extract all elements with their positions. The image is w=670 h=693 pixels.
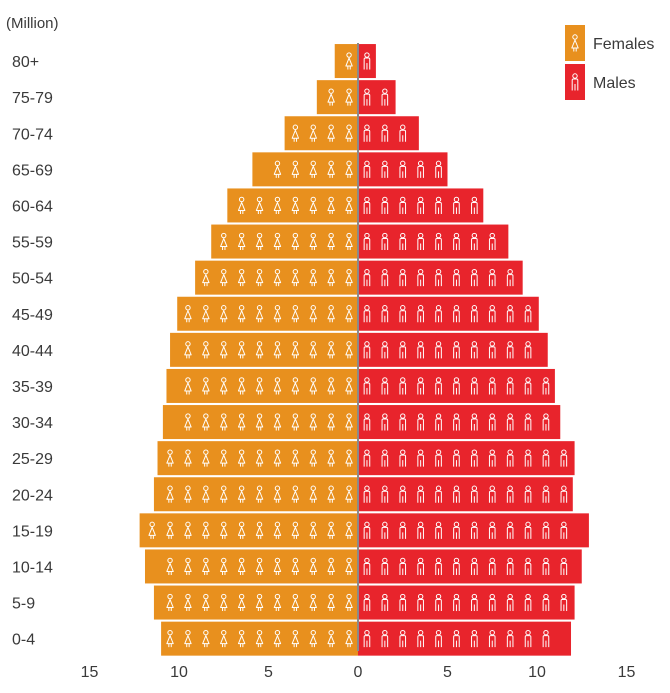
males-bar xyxy=(358,80,396,115)
males-bar xyxy=(358,585,575,620)
age-group-label: 0-4 xyxy=(12,632,35,649)
males-bar xyxy=(358,332,548,367)
x-axis-tick-label: 15 xyxy=(618,664,636,681)
males-bar xyxy=(358,621,572,656)
females-bar xyxy=(161,621,358,656)
females-bar xyxy=(153,477,358,512)
females-bar xyxy=(227,188,358,223)
males-bar xyxy=(358,477,573,512)
legend-item-females: Females xyxy=(565,25,654,61)
age-group-label: 40-44 xyxy=(12,343,53,360)
age-group-label: 70-74 xyxy=(12,126,53,143)
females-bar xyxy=(166,368,358,403)
females-bar xyxy=(144,549,358,584)
males-bar xyxy=(358,224,509,259)
males-bar xyxy=(358,549,582,584)
females-bar xyxy=(316,80,358,115)
males-bar xyxy=(358,152,448,187)
age-group-label: 35-39 xyxy=(12,379,53,396)
males-bar xyxy=(358,44,376,79)
x-axis-tick-label: 10 xyxy=(528,664,546,681)
age-group-label: 50-54 xyxy=(12,271,53,288)
females-bar xyxy=(284,116,358,151)
females-bar xyxy=(211,224,358,259)
y-axis-category-labels: 80+ 75-79 70-74 65-69 60-64 55-59 50-54 45-49 40… xyxy=(12,54,53,649)
x-axis-tick-label: 5 xyxy=(264,664,273,681)
age-group-label: 65-69 xyxy=(12,162,53,179)
y-axis-unit-label: (Million) xyxy=(6,15,59,32)
males-bar xyxy=(358,296,539,331)
legend-swatch-females xyxy=(565,25,585,61)
age-group-label: 20-24 xyxy=(12,487,53,504)
legend-label-females: Females xyxy=(593,36,654,53)
males-bar xyxy=(358,116,419,151)
age-group-label: 75-79 xyxy=(12,90,53,107)
x-axis-tick-label: 10 xyxy=(170,664,188,681)
age-group-label: 60-64 xyxy=(12,198,53,215)
males-bar xyxy=(358,513,589,548)
males-bar xyxy=(358,260,523,295)
females-bar xyxy=(170,332,358,367)
x-axis-tick-label: 15 xyxy=(81,664,99,681)
males-bar xyxy=(358,368,555,403)
legend-label-males: Males xyxy=(593,75,636,92)
age-group-label: 80+ xyxy=(12,54,39,71)
females-bar xyxy=(153,585,358,620)
females-bar xyxy=(252,152,358,187)
age-group-label: 5-9 xyxy=(12,596,35,613)
females-bar xyxy=(334,44,358,79)
females-bar xyxy=(157,441,358,476)
age-group-label: 55-59 xyxy=(12,235,53,252)
age-group-label: 45-49 xyxy=(12,307,53,324)
females-bars xyxy=(139,44,358,656)
males-bar xyxy=(358,441,575,476)
x-axis-tick-label: 5 xyxy=(443,664,452,681)
x-axis-tick-labels: 15 10 5 0 5 10 15 xyxy=(81,664,636,681)
age-group-label: 15-19 xyxy=(12,523,53,540)
x-axis-tick-label: 0 xyxy=(354,664,363,681)
males-bar xyxy=(358,188,484,223)
females-bar xyxy=(139,513,358,548)
age-group-label: 25-29 xyxy=(12,451,53,468)
males-bars xyxy=(358,44,589,656)
age-group-label: 10-14 xyxy=(12,559,53,576)
legend-item-males: Males xyxy=(565,64,636,100)
legend-swatch-males xyxy=(565,64,585,100)
age-group-label: 30-34 xyxy=(12,415,53,432)
legend: Females Males xyxy=(565,25,654,100)
